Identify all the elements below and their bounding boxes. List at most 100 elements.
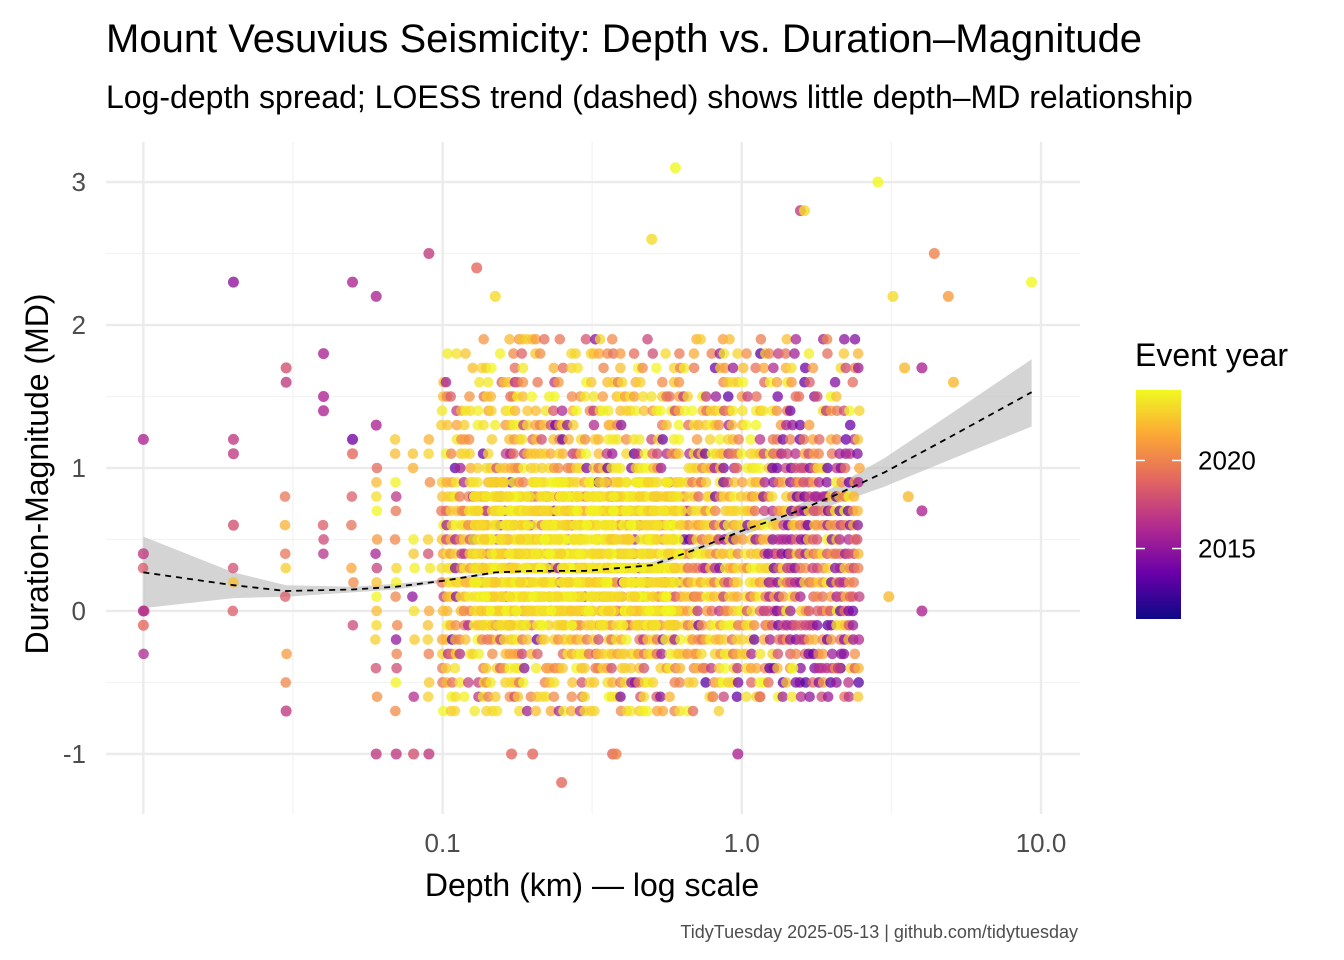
cloud-point <box>509 362 521 374</box>
cloud-point <box>696 619 708 631</box>
y-tick-label: -1 <box>63 739 86 769</box>
cloud-point <box>606 662 617 674</box>
data-point <box>227 519 239 531</box>
cloud-point <box>598 519 610 531</box>
cloud-point <box>530 334 542 345</box>
cloud-point <box>625 519 637 531</box>
cloud-point <box>692 605 703 617</box>
data-point <box>280 705 292 717</box>
cloud-point <box>652 448 663 459</box>
cloud-point <box>795 691 807 703</box>
cloud-point <box>408 534 419 545</box>
cloud-point <box>781 677 792 688</box>
cloud-point <box>780 348 791 359</box>
cloud-point <box>853 677 864 688</box>
cloud-point <box>615 362 626 374</box>
data-point <box>872 176 884 188</box>
cloud-point <box>617 619 629 631</box>
cloud-point <box>566 605 577 617</box>
cloud-point <box>489 419 501 431</box>
plot-panel <box>106 142 1080 814</box>
cloud-point <box>590 534 602 545</box>
cloud-point <box>727 362 739 374</box>
cloud-point <box>491 705 503 717</box>
cloud-point <box>705 662 717 674</box>
cloud-point <box>472 476 483 488</box>
data-point <box>370 419 382 431</box>
cloud-point <box>530 705 542 717</box>
cloud-point <box>607 677 618 688</box>
cloud-point <box>811 391 823 402</box>
data-point <box>506 748 518 760</box>
cloud-point <box>390 505 402 517</box>
cloud-point <box>530 548 542 560</box>
cloud-point <box>693 491 704 502</box>
cloud-point <box>673 419 685 431</box>
cloud-point <box>558 705 569 717</box>
cloud-point <box>839 334 850 345</box>
cloud-point <box>390 677 402 688</box>
cloud-point <box>593 434 604 445</box>
cloud-point <box>566 391 578 402</box>
cloud-point <box>673 434 685 445</box>
cloud-point <box>516 648 528 660</box>
cloud-point <box>580 334 592 345</box>
cloud-point <box>553 376 564 388</box>
cloud-point <box>787 419 798 431</box>
cloud-point <box>772 662 783 674</box>
cloud-point <box>531 505 542 517</box>
cloud-point <box>371 491 382 502</box>
cloud-point <box>449 705 461 717</box>
x-tick-label: 1.0 <box>724 828 760 858</box>
cloud-point <box>593 448 605 459</box>
x-tick-label: 10.0 <box>1016 828 1067 858</box>
cloud-point <box>464 391 475 402</box>
data-point <box>832 662 844 674</box>
cloud-point <box>710 391 722 402</box>
loess-trend-layer <box>143 391 1033 592</box>
cloud-point <box>557 662 568 674</box>
cloud-point <box>281 648 292 660</box>
cloud-point <box>724 334 735 345</box>
cloud-point <box>811 534 823 545</box>
cloud-point <box>634 491 646 502</box>
cloud-point <box>706 348 718 359</box>
cloud-point <box>491 519 503 531</box>
cloud-point <box>511 605 522 617</box>
data-point <box>347 448 359 460</box>
data-point <box>732 748 744 760</box>
cloud-point <box>843 691 855 703</box>
y-axis-ticks: -1 0 1 2 3 <box>63 167 86 769</box>
cloud-point <box>662 476 674 488</box>
cloud-point <box>825 634 837 645</box>
x-axis-ticks: 0.1 1.0 10.0 <box>425 828 1067 858</box>
cloud-point <box>655 691 666 703</box>
cloud-point <box>597 619 609 631</box>
cloud-point <box>852 448 863 459</box>
cloud-point <box>822 348 833 359</box>
cloud-point <box>576 591 588 602</box>
cloud-point <box>422 534 434 545</box>
cloud-point <box>530 662 542 674</box>
cloud-point <box>520 619 532 631</box>
cloud-point <box>469 705 481 717</box>
cloud-point <box>451 348 462 359</box>
cloud-point <box>532 648 543 660</box>
cloud-point <box>719 362 731 374</box>
cloud-point <box>450 619 462 631</box>
cloud-point <box>478 534 490 545</box>
cloud-point <box>639 448 651 459</box>
cloud-point <box>548 362 560 374</box>
cloud-point <box>508 519 519 531</box>
cloud-point <box>516 434 528 445</box>
cloud-point <box>449 662 461 674</box>
cloud-point <box>568 419 579 431</box>
cloud-point <box>854 591 865 602</box>
cloud-point <box>838 648 850 660</box>
cloud-point <box>635 376 646 388</box>
cloud-point <box>446 677 458 688</box>
cloud-point <box>826 448 838 459</box>
cloud-point <box>552 505 563 517</box>
y-axis-title: Duration-Magnitude (MD) <box>19 293 55 654</box>
